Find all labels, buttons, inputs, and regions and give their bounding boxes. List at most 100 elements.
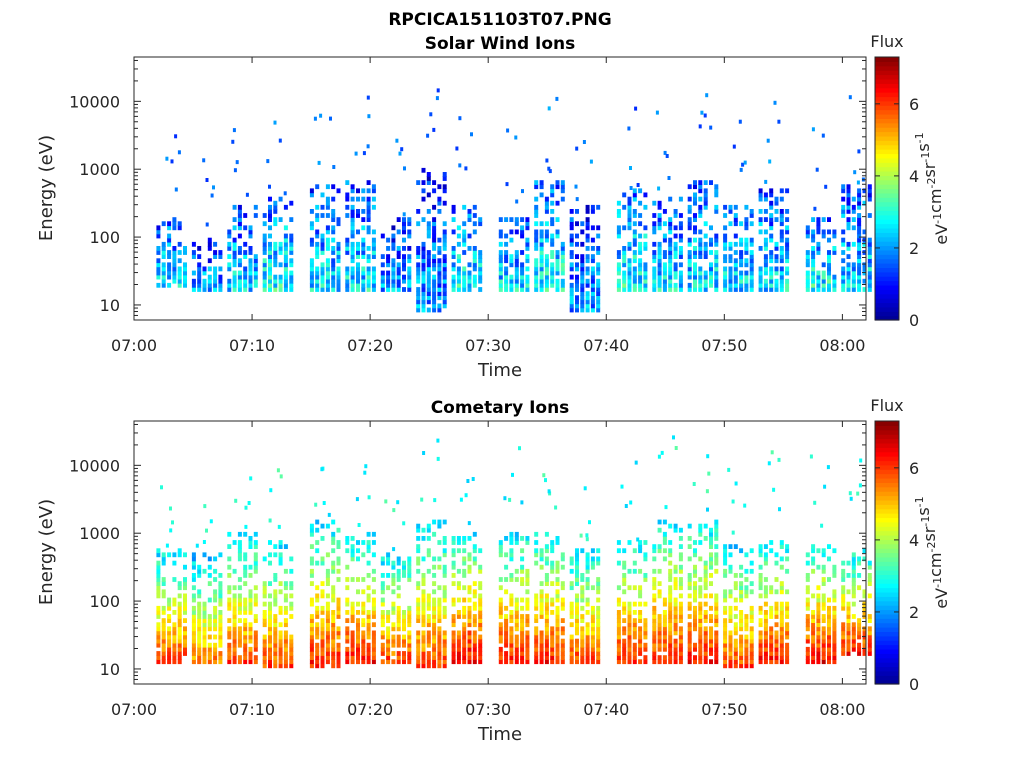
spectrogram-cell: [693, 597, 697, 603]
spectrogram-cell: [622, 610, 627, 615]
spectrogram-cell: [325, 213, 330, 218]
spectrogram-cell: [451, 581, 456, 586]
spectrogram-cell: [243, 241, 248, 247]
spectrogram-cell: [652, 655, 657, 660]
spectrogram-cell: [673, 605, 678, 611]
spectrogram-cell: [451, 573, 456, 578]
spectrogram-cell: [638, 250, 643, 255]
spectrogram-cell: [739, 593, 744, 599]
spectrogram-cell: [442, 233, 447, 239]
spectrogram-cell: [703, 113, 707, 118]
spectrogram-cell: [432, 655, 437, 660]
spectrogram-cell: [652, 213, 657, 218]
spectrogram-cell: [456, 278, 461, 284]
spectrogram-cell: [585, 659, 590, 665]
spectrogram-cell: [156, 622, 161, 628]
spectrogram-cell: [534, 548, 539, 554]
spectrogram-cell: [350, 634, 355, 640]
spectrogram-cell: [456, 568, 461, 574]
spectrogram-cell: [585, 299, 590, 305]
burst-10: [534, 473, 565, 665]
spectrogram-cell: [744, 246, 749, 251]
spectrogram-cell: [169, 506, 172, 511]
spectrogram-cell: [289, 233, 294, 239]
spectrogram-cell: [320, 638, 325, 644]
spectrogram-cell: [580, 303, 585, 309]
spectrogram-cell: [273, 282, 278, 288]
spectrogram-cell: [616, 638, 621, 644]
spectrogram-cell: [315, 254, 320, 259]
burst-8: [451, 477, 483, 665]
spectrogram-cell: [632, 630, 637, 636]
spectrogram-cell: [218, 626, 223, 632]
spectrogram-cell: [643, 274, 648, 280]
spectrogram-cell: [703, 188, 708, 194]
spectrogram-cell: [596, 577, 601, 582]
spectrogram-cell: [161, 262, 166, 268]
spectrogram-cell: [698, 593, 703, 599]
spectrogram-cell: [857, 192, 862, 198]
spectrogram-cell: [657, 544, 662, 549]
spectrogram-cell: [678, 196, 683, 202]
spectrogram-cell: [172, 254, 177, 259]
spectrogram-cell: [678, 610, 683, 615]
spectrogram-cell: [462, 622, 467, 628]
colorbar-segment: [875, 210, 899, 216]
spectrogram-cell: [183, 597, 187, 603]
spectrogram-cell: [550, 266, 555, 272]
spectrogram-cell: [472, 229, 477, 235]
spectrogram-cell: [700, 110, 704, 115]
spectrogram-cell: [366, 225, 371, 231]
spectrogram-cell: [262, 250, 267, 255]
spectrogram-cell: [442, 229, 447, 235]
spectrogram-cell: [289, 663, 294, 669]
spectrogram-cell: [509, 593, 514, 599]
spectrogram-cell: [426, 299, 431, 305]
spectrogram-cell: [758, 651, 763, 656]
spectrogram-cell: [391, 258, 396, 264]
spectrogram-cell: [197, 278, 202, 284]
spectrogram-cell: [170, 159, 174, 164]
spectrogram-cell: [156, 585, 161, 591]
spectrogram-cell: [856, 491, 860, 496]
spectrogram-cell: [638, 213, 643, 218]
spectrogram-cell: [616, 540, 621, 545]
spectrogram-cell: [456, 610, 461, 615]
spectrogram-cell: [827, 626, 831, 632]
spectrogram-cell: [805, 560, 810, 566]
spectrogram-cell: [237, 610, 242, 615]
spectrogram-cell: [580, 597, 585, 603]
spectrogram-cell: [709, 651, 713, 656]
spectrogram-cell: [555, 282, 560, 288]
spectrogram-cell: [361, 287, 366, 292]
spectrogram-cell: [253, 642, 258, 648]
spectrogram-cell: [805, 585, 810, 591]
spectrogram-cell: [816, 217, 821, 222]
spectrogram-cell: [588, 520, 591, 525]
colorbar-segment: [875, 100, 899, 106]
spectrogram-cell: [350, 233, 355, 239]
spectrogram-cell: [774, 659, 779, 665]
spectrogram-cell: [657, 646, 662, 652]
spectrogram-cell: [580, 262, 585, 268]
spectrogram-cell: [416, 663, 421, 669]
spectrogram-cell: [657, 225, 662, 231]
spectrogram-cell: [827, 229, 831, 235]
spectrogram-cell: [402, 638, 406, 644]
spectrogram-cell: [627, 638, 632, 644]
spectrogram-cell: [841, 270, 846, 276]
spectrogram-cell: [627, 270, 632, 276]
spectrogram-cell: [575, 262, 579, 268]
spectrogram-cell: [207, 634, 212, 640]
spectrogram-cell: [227, 589, 232, 595]
spectrogram-cell: [744, 659, 749, 665]
spectrogram-cell: [758, 593, 763, 599]
spectrogram-cell: [841, 204, 846, 210]
spectrogram-cell: [336, 527, 341, 533]
spectrogram-cell: [396, 593, 401, 599]
spectrogram-cell: [325, 610, 330, 615]
spectrogram-cell: [466, 479, 470, 483]
panel-cometary-ions: Cometary Ions 07:00 07:10 07:20 07:30 07:40 0…: [36, 398, 872, 745]
spectrogram-cell: [467, 585, 472, 591]
spectrogram-cell: [504, 250, 509, 255]
